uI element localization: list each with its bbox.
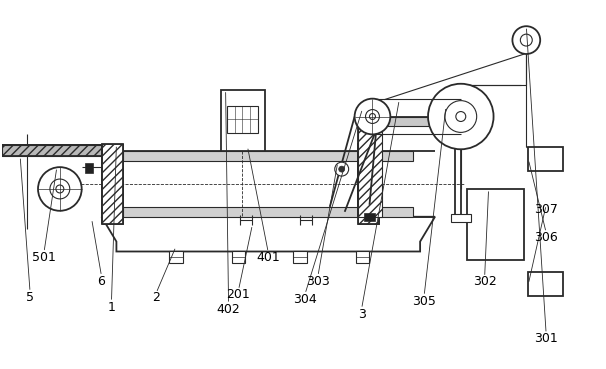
Bar [358,144,379,224]
Bar [364,213,376,221]
Text: 305: 305 [412,294,436,308]
Bar [85,163,93,173]
Bar [358,144,379,224]
Circle shape [50,179,70,199]
Circle shape [365,110,379,124]
Text: 304: 304 [293,293,317,306]
Text: 306: 306 [534,231,558,244]
Text: 402: 402 [217,303,241,315]
Bar [227,106,258,133]
Bar [467,189,524,261]
Bar [528,147,563,171]
Polygon shape [102,217,435,252]
Bar [2,145,102,156]
Bar [102,144,124,224]
Text: 6: 6 [98,275,105,288]
Circle shape [335,162,348,176]
Circle shape [521,34,532,46]
Bar [358,117,382,217]
Circle shape [445,101,477,132]
Bar [293,252,307,263]
Text: 302: 302 [473,275,496,288]
Text: 501: 501 [32,251,56,264]
Bar [221,90,265,151]
Text: 201: 201 [227,288,250,301]
Circle shape [339,166,345,172]
Bar [451,214,471,222]
Text: 303: 303 [306,275,330,288]
Text: 1: 1 [107,301,115,314]
Circle shape [355,99,390,134]
Bar [124,207,413,217]
Circle shape [38,167,82,211]
Circle shape [513,26,540,54]
Bar [169,252,183,263]
Circle shape [56,185,64,193]
Bar [356,252,370,263]
Text: 307: 307 [534,203,558,216]
Text: 3: 3 [358,307,365,321]
Bar [124,151,413,161]
Bar [382,117,452,127]
Bar [358,117,382,217]
Text: 2: 2 [152,291,160,304]
Bar [2,145,102,156]
Text: 401: 401 [256,251,280,264]
Text: 5: 5 [26,291,34,304]
Circle shape [370,114,376,120]
Bar [102,144,124,224]
Bar [358,117,382,217]
Bar [528,272,563,296]
Text: 301: 301 [534,332,558,345]
Circle shape [456,111,466,121]
Circle shape [428,84,493,149]
Bar [231,252,245,263]
